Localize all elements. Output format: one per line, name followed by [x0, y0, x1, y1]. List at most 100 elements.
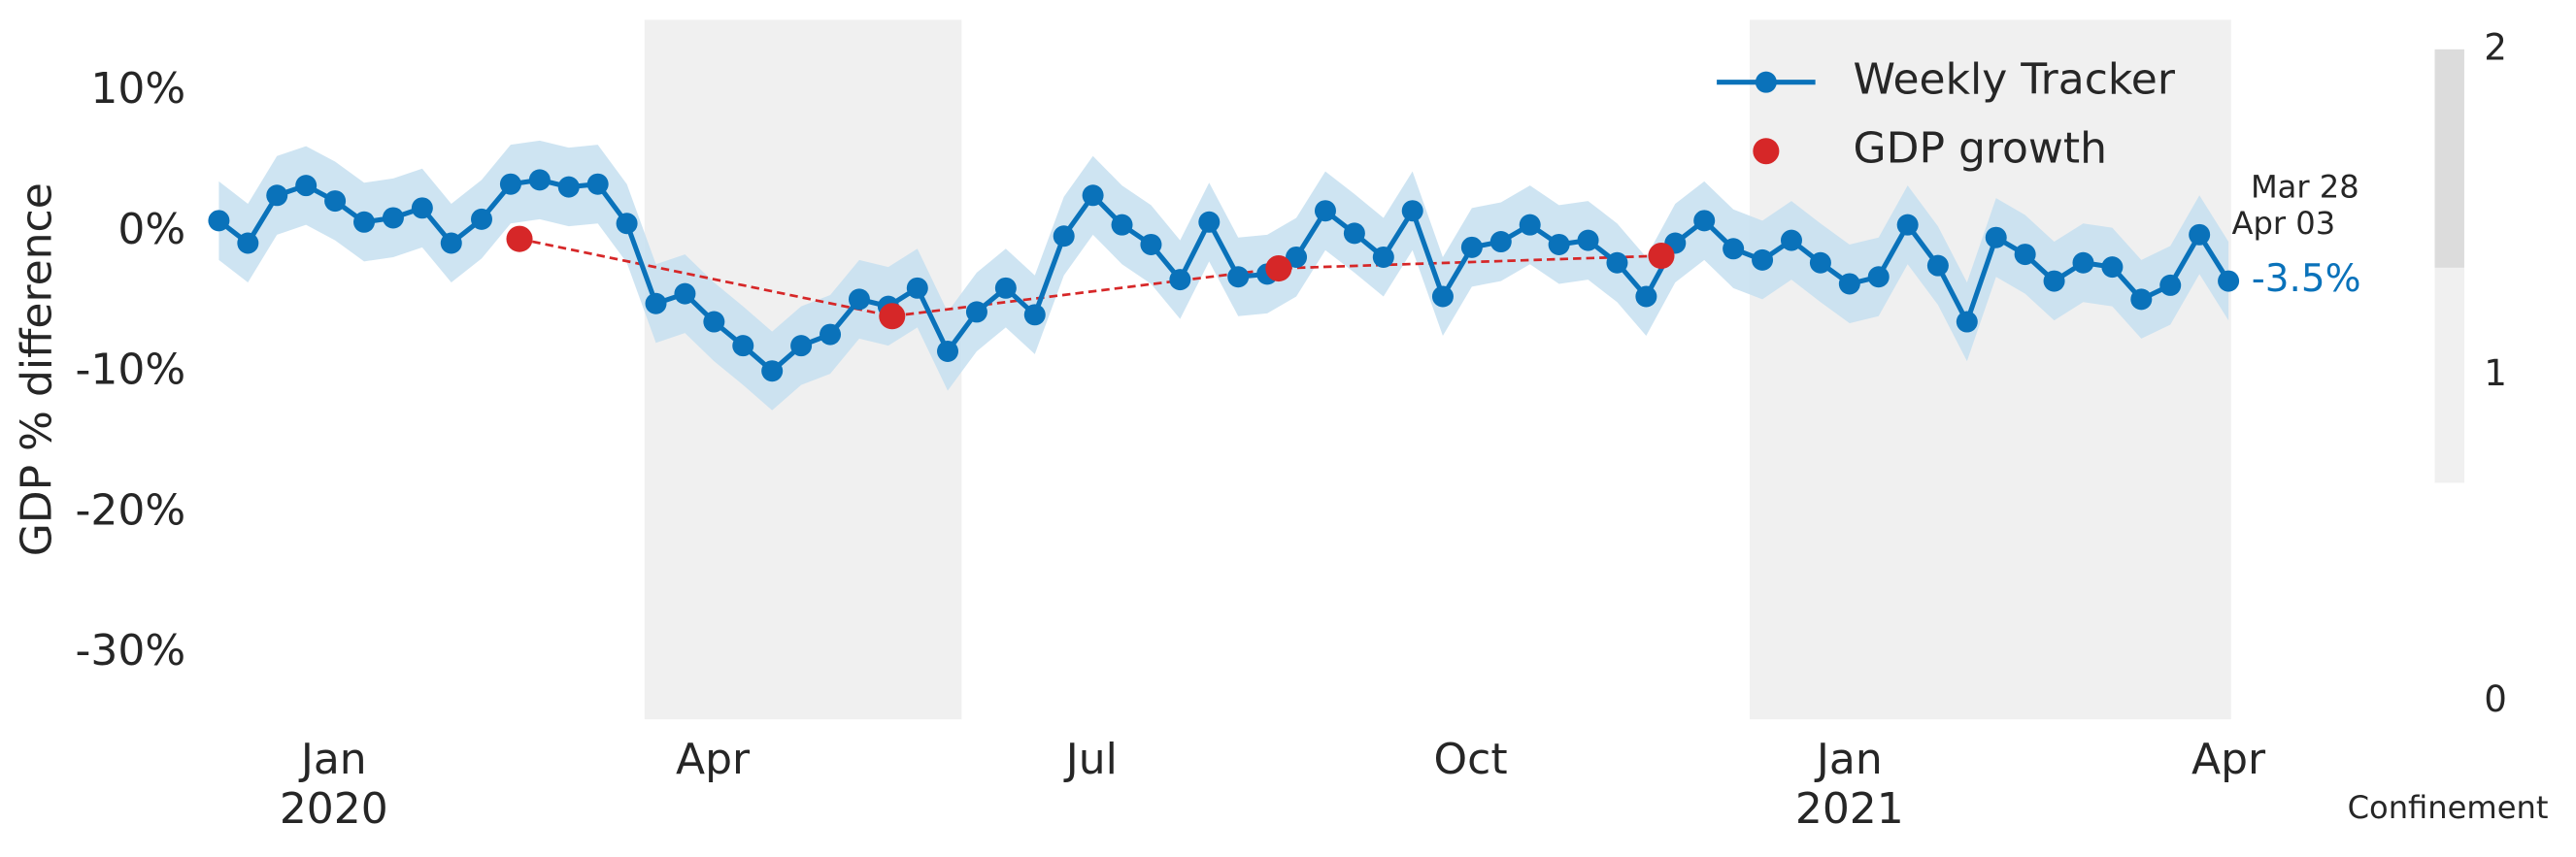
x-tick-label: Jan	[298, 735, 367, 784]
colorbar-tick-label: 0	[2484, 677, 2507, 720]
tracker-point	[1343, 222, 1365, 245]
gdp-point	[506, 225, 533, 252]
y-tick-label: -20%	[76, 485, 186, 535]
tracker-point	[1082, 184, 1104, 207]
tracker-point	[1867, 266, 1890, 288]
colorbar-segment	[2434, 49, 2464, 268]
tracker-point	[1023, 304, 1046, 326]
tracker-point	[674, 282, 696, 305]
gdp-point	[1265, 255, 1292, 282]
tracker-point	[470, 208, 492, 230]
tracker-point	[848, 288, 870, 311]
tracker-point	[353, 211, 376, 233]
period-end: Apr 03	[2231, 205, 2335, 242]
regions	[644, 19, 2231, 720]
tracker-point	[1606, 251, 1628, 274]
tracker-point	[1752, 248, 1774, 271]
tracker-point	[965, 301, 987, 323]
x-tick-label: Jul	[1063, 735, 1118, 784]
tracker-point	[1286, 246, 1308, 268]
gdp-point	[879, 303, 906, 330]
tracker-point	[1227, 266, 1250, 288]
tracker-point	[703, 311, 725, 333]
tracker-point	[820, 323, 842, 346]
tracker-point	[1198, 211, 1221, 233]
tracker-point	[1896, 214, 1919, 236]
x-tick-year: 2021	[1795, 784, 1904, 834]
tracker-point	[1431, 285, 1454, 308]
tracker-point	[1460, 236, 1483, 258]
tracker-point	[906, 277, 928, 299]
tracker-point	[1693, 210, 1716, 232]
value-label: -3.5%	[2252, 257, 2361, 301]
tracker-point	[2218, 270, 2240, 292]
x-tick-label: Apr	[676, 735, 751, 784]
tracker-point	[1519, 214, 1541, 236]
colorbar-label: Confinement	[2348, 789, 2549, 826]
tracker-point	[2159, 274, 2182, 296]
tracker-point	[324, 190, 347, 213]
tracker-point	[1577, 229, 1599, 251]
colorbar-tick-label: 2	[2484, 25, 2507, 68]
tracker-point	[616, 213, 638, 235]
tracker-point	[440, 232, 462, 254]
tracker-point	[2043, 270, 2065, 292]
tracker-point	[499, 173, 521, 195]
tracker-point	[937, 340, 959, 362]
tracker-point	[1723, 238, 1745, 260]
legend-label: GDP growth	[1854, 124, 2108, 174]
tracker-point	[1140, 233, 1162, 255]
tracker-point	[790, 335, 813, 357]
legend-marker	[1755, 71, 1777, 93]
tracker-point	[1780, 229, 1802, 251]
tracker-point	[557, 176, 580, 198]
tracker-point	[266, 184, 288, 207]
tracker-point	[1169, 269, 1191, 291]
tracker-point	[208, 210, 230, 232]
tracker-point	[1401, 200, 1423, 222]
tracker-point	[586, 173, 609, 195]
tracker-point	[237, 232, 259, 254]
x-tick-year: 2020	[280, 784, 388, 834]
period-start: Mar 28	[2251, 169, 2359, 206]
tracker-point	[2101, 256, 2124, 279]
tracker-point	[1926, 254, 1949, 277]
tracker-point	[2014, 244, 2036, 266]
tracker-point	[732, 335, 754, 357]
colorbar-tick-label: 1	[2484, 351, 2507, 394]
tracker-point	[761, 360, 784, 382]
y-tick-label: 0%	[117, 205, 185, 254]
tracker-point	[528, 169, 551, 191]
tracker-point	[2130, 288, 2153, 311]
tracker-point	[1053, 225, 1075, 247]
tracker-point	[645, 292, 667, 314]
tracker-point	[1489, 231, 1512, 253]
tracker-point	[1985, 226, 2007, 248]
y-axis-label: GDP % difference	[13, 182, 62, 556]
tracker-point	[1635, 285, 1657, 308]
tracker-point	[994, 277, 1017, 299]
x-tick-label: Jan	[1814, 735, 1883, 784]
tracker-point	[2189, 223, 2211, 246]
y-tick-label: -30%	[76, 626, 186, 676]
tracker-point	[1372, 246, 1394, 268]
gdp-line	[519, 237, 1662, 318]
tracker-point	[1314, 200, 1336, 222]
y-tick-label: -10%	[76, 346, 186, 395]
legend-marker	[1753, 138, 1780, 165]
tracker-point	[2072, 251, 2094, 274]
tracker-point	[1111, 214, 1133, 236]
tracker-point	[1838, 273, 1860, 295]
tracker-point	[411, 197, 433, 219]
tracker-point	[1809, 251, 1831, 274]
legend-label: Weekly Tracker	[1854, 55, 2176, 105]
colorbar-segment	[2434, 267, 2464, 483]
x-tick-label: Oct	[1434, 735, 1508, 784]
y-tick-label: 10%	[90, 64, 185, 114]
gdp-point	[1648, 242, 1675, 270]
x-tick-label: Apr	[2191, 735, 2266, 784]
confinement-region	[1750, 19, 2231, 720]
tracker-point	[1548, 233, 1570, 255]
